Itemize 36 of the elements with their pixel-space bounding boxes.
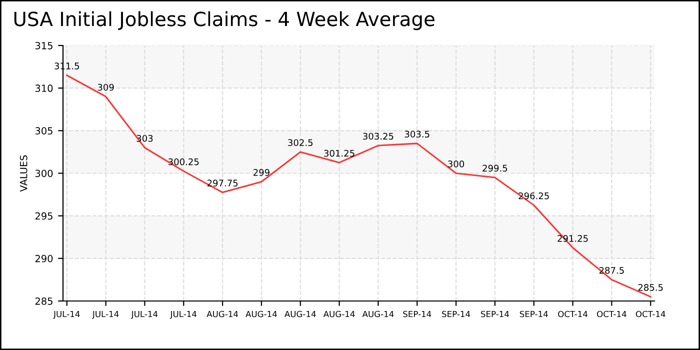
y-tick-label: 300 [35,170,53,178]
x-tick-label: OCT-14 [636,310,666,318]
data-label: 302.5 [288,139,313,146]
data-label: 285.5 [638,284,663,291]
x-tick-label: JUL-14 [130,310,158,319]
chart-title: USA Initial Jobless Claims - 4 Week Average [14,11,434,30]
x-tick-label: AUG-14 [246,310,277,318]
data-label: 309 [98,84,114,91]
x-tick-label: SEP-14 [520,310,548,318]
x-tick-label: OCT-14 [597,310,626,318]
x-tick-label: AUG-14 [362,310,394,318]
x-tick-label: SEP-14 [481,310,509,318]
x-tick-label: AUG-14 [323,310,355,318]
data-label: 299 [254,169,270,176]
data-label: 303.5 [404,130,430,138]
y-tick-label: 295 [35,212,52,220]
x-tick-label: AUG-14 [284,310,316,318]
y-tick-label: 310 [35,84,53,92]
data-label: 300 [448,160,464,168]
x-tick-label: JUL-14 [92,310,119,319]
x-tick-label: AUG-14 [206,310,238,318]
y-tick-label: 285 [35,297,52,305]
y-tick-label: 315 [35,42,52,50]
y-tick-label: 290 [35,254,53,262]
data-label: 299.5 [482,164,508,172]
x-tick-label: OCT-14 [558,310,588,318]
x-tick-label: JUL-14 [170,310,196,319]
x-tick-label: SEP-14 [442,310,470,318]
data-label: 297.75 [207,180,238,186]
data-label: 303.25 [363,132,394,140]
y-tick-label: 305 [35,127,52,134]
data-label: 300.25 [168,158,199,166]
y-axis-title: VALUES [20,155,28,192]
x-tick-label: JUL-14 [53,310,80,319]
x-tick-label: SEP-14 [403,310,432,318]
data-label: 301.25 [324,150,354,157]
